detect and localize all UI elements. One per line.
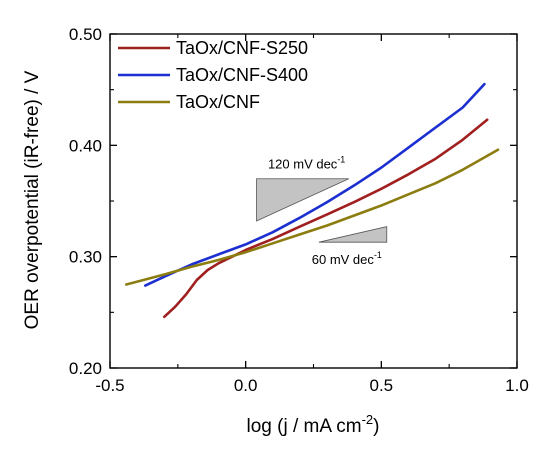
y-axis-title: OER overpotential (iR-free) / V xyxy=(22,70,43,329)
slope-label: 60 mV dec-1 xyxy=(312,250,382,267)
x-tick-label: 0.5 xyxy=(370,376,394,395)
x-axis-title: log (j / mA cm-2) xyxy=(247,412,380,437)
y-tick-label: 0.50 xyxy=(69,25,102,44)
legend-label: TaOx/CNF xyxy=(176,92,260,112)
y-tick-label: 0.40 xyxy=(69,136,102,155)
series-line xyxy=(144,82,486,287)
slope-annotations: 120 mV dec-160 mV dec-1 xyxy=(256,155,388,267)
x-axis-title-tail: ) xyxy=(373,416,379,437)
series-line xyxy=(125,148,500,286)
series-lines xyxy=(125,82,500,319)
slope-triangle xyxy=(256,178,349,222)
y-tick-label: 0.20 xyxy=(69,359,102,378)
plot-frame xyxy=(109,33,518,369)
x-tick-label: 1.0 xyxy=(505,376,529,395)
slope-triangle xyxy=(318,226,388,243)
y-tick-label: 0.30 xyxy=(69,248,102,267)
slope-label-main: 60 mV dec xyxy=(312,252,375,267)
x-tick-label: -0.5 xyxy=(95,376,124,395)
series-line xyxy=(163,118,489,319)
x-axis-title-main: log (j / mA cm xyxy=(247,416,362,437)
x-axis-title-sup: -2 xyxy=(362,412,374,427)
legend: TaOx/CNF-S250 TaOx/CNF-S400 TaOx/CNF xyxy=(118,38,308,112)
x-tick-label: 0.0 xyxy=(234,376,258,395)
slope-label-main: 120 mV dec xyxy=(268,157,338,172)
slope-label-sup: -1 xyxy=(337,155,345,165)
axis-ticks: -0.5 0.0 0.5 1.0 0.20 0.30 0.40 0.50 xyxy=(69,25,529,395)
legend-label: TaOx/CNF-S400 xyxy=(176,65,308,85)
slope-label: 120 mV dec-1 xyxy=(268,155,345,172)
legend-label: TaOx/CNF-S250 xyxy=(176,38,308,58)
slope-label-sup: -1 xyxy=(374,250,382,260)
